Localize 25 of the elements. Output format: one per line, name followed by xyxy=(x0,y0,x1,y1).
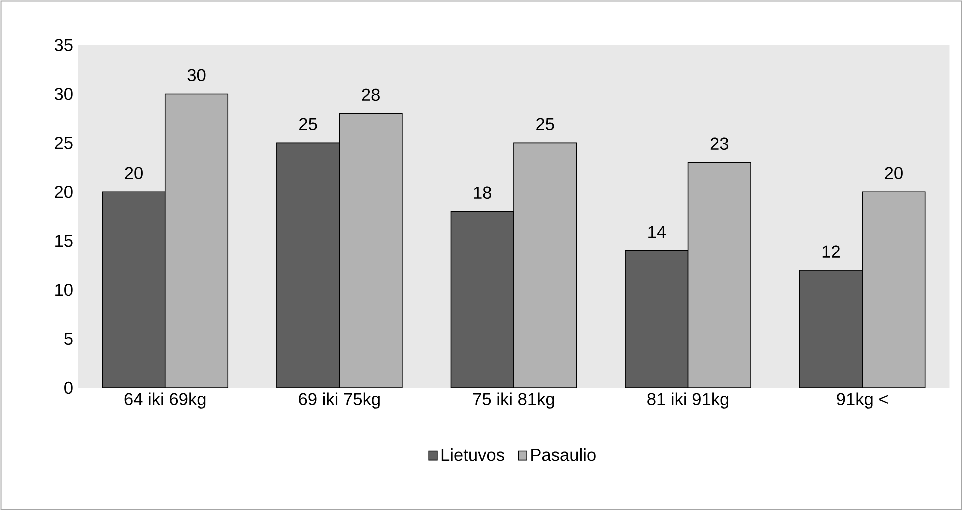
legend-label: Lietuvos xyxy=(442,448,504,462)
y-tick-label: 10 xyxy=(56,284,73,296)
data-label: 20 xyxy=(885,167,903,180)
y-tick-label: 5 xyxy=(64,332,73,345)
y-tick-label: 20 xyxy=(55,186,73,198)
data-label: 23 xyxy=(710,138,729,150)
x-tick-label: 91kg < xyxy=(837,392,888,409)
data-label: 25 xyxy=(300,118,318,130)
x-tick-label: 75 iki 81kg xyxy=(473,392,554,409)
data-label: 20 xyxy=(125,167,143,180)
y-tick-label: 15 xyxy=(56,234,73,248)
y-tick-label: 30 xyxy=(54,88,73,100)
y-tick-label: 25 xyxy=(55,136,73,150)
data-label: 25 xyxy=(536,118,554,130)
data-label: 28 xyxy=(362,88,380,101)
data-label: 14 xyxy=(648,226,666,238)
x-tick-label: 81 iki 91kg xyxy=(648,392,729,409)
data-label: 18 xyxy=(474,186,492,199)
y-tick-label: 0 xyxy=(64,382,73,394)
legend-label: Pasaulio xyxy=(532,448,596,462)
y-tick-label: 35 xyxy=(54,38,73,52)
x-tick-label: 64 iki 69kg xyxy=(124,392,206,409)
x-tick-label: 69 iki 75kg xyxy=(299,392,380,409)
data-label: 12 xyxy=(822,246,840,258)
data-label: 30 xyxy=(188,69,206,82)
